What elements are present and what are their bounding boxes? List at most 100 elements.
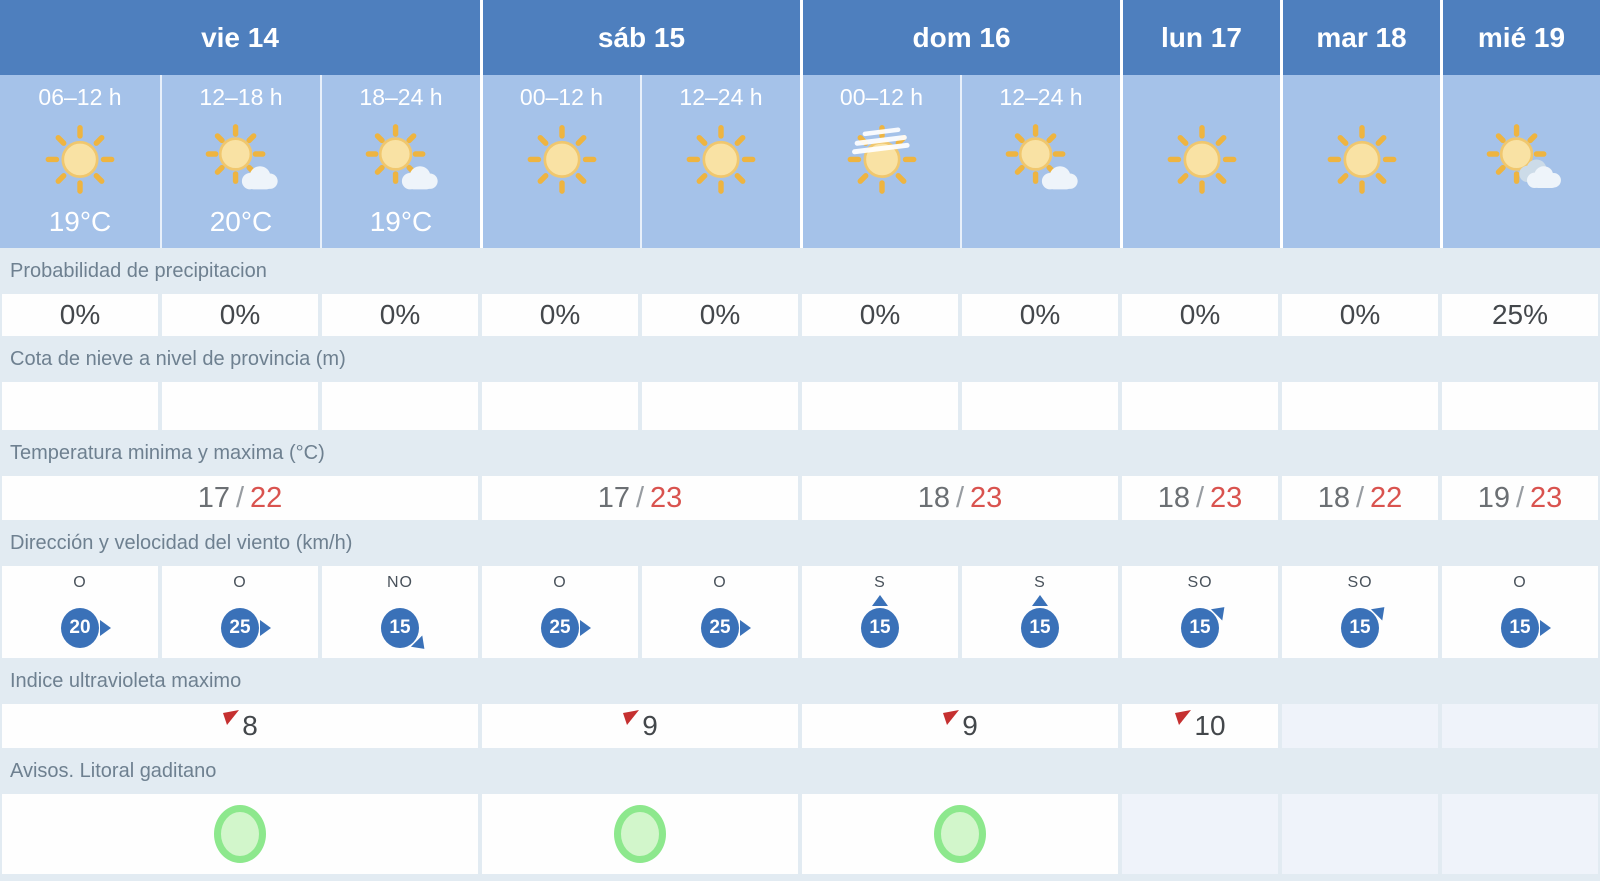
temp-separator: / — [1195, 481, 1205, 514]
wind-cell: S 15 — [802, 566, 958, 658]
slot-temperature-label: 19°C — [48, 206, 112, 237]
warning-green-circle-icon — [934, 805, 986, 863]
time-slot-label: 06–12 h — [38, 84, 122, 110]
temperature-values-row: 17/22 17/23 18/23 18/23 18/22 19/23 — [0, 476, 1600, 520]
temp-min: 19 — [1477, 481, 1510, 514]
time-slot-cell: 12–18 h 20°C — [160, 75, 320, 248]
time-slot-cell: 12–24 h — [960, 75, 1120, 248]
uv-value-cell: 8 — [2, 704, 478, 748]
sun-cloud-icon — [355, 111, 447, 206]
warning-cell — [2, 794, 478, 874]
uv-value-cell: 9 — [482, 704, 798, 748]
temp-range-cell: 17/22 — [2, 476, 478, 520]
wind-cell: O 25 — [482, 566, 638, 658]
sun-cloud-icon — [195, 111, 287, 206]
snow-value-cell — [322, 382, 478, 430]
uv-flag-icon — [1175, 710, 1192, 725]
wind-speed-badge: 20 — [61, 608, 111, 648]
temp-max: 22 — [1370, 481, 1403, 514]
uv-flag-icon — [223, 710, 240, 725]
time-slot-cell — [1280, 75, 1440, 248]
sun-cloud-icon — [995, 111, 1087, 206]
uv-value: 9 — [962, 710, 978, 741]
uv-section-label: Indice ultravioleta maximo — [0, 663, 1600, 699]
temp-min: 18 — [1317, 481, 1350, 514]
wind-arrow-n-icon — [872, 595, 888, 606]
snow-value-cell — [162, 382, 318, 430]
temp-min: 17 — [597, 481, 630, 514]
wind-speed-badge: 25 — [541, 608, 591, 648]
temp-range-cell: 18/23 — [1122, 476, 1278, 520]
snow-value-cell — [2, 382, 158, 430]
temp-separator: / — [235, 481, 245, 514]
sun-icon — [34, 111, 126, 206]
wind-label-text: Dirección y velocidad del viento (km/h) — [10, 531, 353, 554]
temp-min: 17 — [197, 481, 230, 514]
temp-separator: / — [1355, 481, 1365, 514]
uv-label-text: Indice ultravioleta maximo — [10, 669, 242, 692]
warning-cell — [1282, 794, 1438, 874]
sun-haze-icon — [836, 111, 928, 206]
warnings-values-row — [0, 794, 1600, 874]
wind-direction-label: NO — [387, 574, 413, 591]
wind-arrow-e-icon — [260, 620, 271, 636]
uv-value: 10 — [1194, 710, 1226, 741]
day-header-vie14: vie 14 — [0, 0, 480, 75]
wind-speed-badge: 25 — [221, 608, 271, 648]
wind-speed-badge: 15 — [1501, 608, 1551, 648]
sun-icon — [675, 111, 767, 206]
wind-speed-badge: 25 — [701, 608, 751, 648]
warning-green-circle-icon — [614, 805, 666, 863]
snow-value-cell — [1282, 382, 1438, 430]
time-slot-label: 18–24 h — [359, 84, 443, 110]
wind-speed-badge: 15 — [1341, 601, 1391, 648]
wind-cell: SO 15 — [1122, 566, 1278, 658]
wind-direction-label: S — [1034, 574, 1046, 591]
uv-value-cell — [1442, 704, 1598, 748]
sun-icon — [516, 111, 608, 206]
snow-values-row — [0, 382, 1600, 430]
precip-value-cell: 0% — [1122, 294, 1278, 336]
temp-range-cell: 17/23 — [482, 476, 798, 520]
precip-value-cell: 0% — [802, 294, 958, 336]
temp-max: 22 — [250, 481, 283, 514]
precip-value-cell: 0% — [1282, 294, 1438, 336]
time-slot-cell: 12–24 h — [640, 75, 800, 248]
wind-cell: O 15 — [1442, 566, 1598, 658]
sun-icon — [1156, 111, 1248, 206]
day-header-lun17: lun 17 — [1120, 0, 1280, 75]
uv-flag-icon — [623, 710, 640, 725]
uv-value: 8 — [242, 710, 258, 741]
temp-min: 18 — [1157, 481, 1190, 514]
wind-direction-label: O — [553, 574, 567, 591]
time-slot-cell: 06–12 h 19°C — [0, 75, 160, 248]
temperature-label-text: Temperatura minima y maxima (°C) — [10, 441, 325, 464]
time-slot-cell: 00–12 h — [800, 75, 960, 248]
time-slot-label: 00–12 h — [519, 84, 604, 110]
precip-value-cell: 0% — [162, 294, 318, 336]
precip-value-cell: 0% — [482, 294, 638, 336]
wind-direction-label: O — [1513, 574, 1527, 591]
warning-cell — [1122, 794, 1278, 874]
slot-temperature-label: 19°C — [369, 206, 433, 237]
warning-green-circle-icon — [214, 805, 266, 863]
wind-arrow-ne-icon — [1370, 601, 1391, 621]
wind-direction-label: S — [874, 574, 886, 591]
wind-cell: SO 15 — [1282, 566, 1438, 658]
wind-arrow-ne-icon — [1210, 601, 1231, 621]
uv-value: 9 — [642, 710, 658, 741]
snow-label-text: Cota de nieve a nivel de provincia (m) — [10, 347, 346, 370]
temp-max: 23 — [650, 481, 683, 514]
wind-cell: NO 15 — [322, 566, 478, 658]
precip-value-cell: 0% — [322, 294, 478, 336]
wind-values-row: O 20 O 25 NO 15 O 25 O 25 S 15 S 15 SO 15 SO 15 O 15 — [0, 566, 1600, 658]
time-slot-label: 12–24 h — [999, 84, 1083, 110]
snow-value-cell — [802, 382, 958, 430]
wind-direction-label: O — [73, 574, 87, 591]
temp-separator: / — [1515, 481, 1525, 514]
warnings-label-text: Avisos. Litoral gaditano — [10, 759, 217, 782]
temp-range-cell: 18/22 — [1282, 476, 1438, 520]
day-header-sab15: sáb 15 — [480, 0, 800, 75]
